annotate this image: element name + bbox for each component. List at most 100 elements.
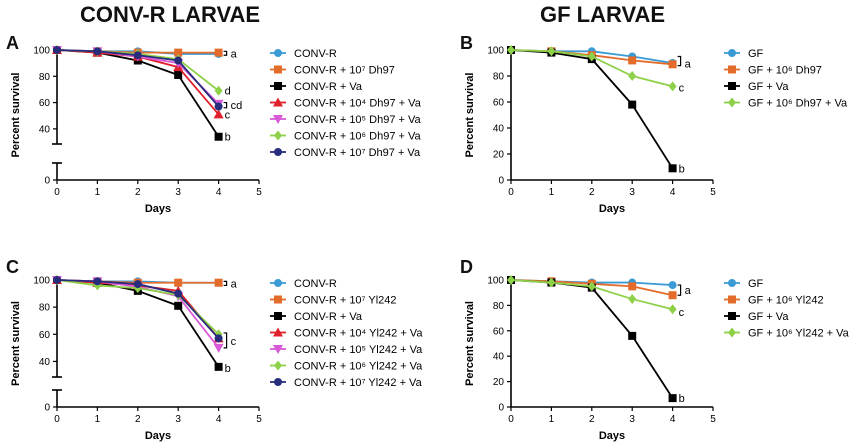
data-point — [547, 46, 556, 57]
x-tick-label: 1 — [95, 187, 101, 198]
x-tick-label: 0 — [508, 187, 514, 198]
data-point — [93, 277, 102, 286]
data-point — [174, 301, 183, 310]
data-point — [213, 109, 224, 119]
data-point — [133, 280, 142, 289]
legend-marker — [274, 360, 282, 371]
legend-label: GF — [748, 278, 764, 290]
significance-label: c — [231, 336, 237, 348]
y-tick-label: 60 — [39, 98, 51, 109]
legend-marker — [273, 345, 283, 354]
data-point — [587, 51, 596, 62]
significance-label: c — [225, 109, 231, 121]
data-point — [668, 164, 677, 173]
legend-marker — [728, 65, 736, 74]
y-tick-label: 100 — [33, 276, 50, 287]
legend-marker — [728, 49, 736, 57]
legend-label: CONV-R — [294, 48, 337, 60]
x-tick-label: 1 — [95, 414, 101, 425]
x-tick-label: 5 — [256, 414, 262, 425]
legend-marker — [728, 279, 736, 287]
significance-label: b — [225, 132, 231, 144]
legend-marker — [728, 82, 736, 90]
x-tick-label: 4 — [670, 414, 676, 425]
y-tick-label: 100 — [487, 46, 504, 57]
y-tick-label: 80 — [493, 301, 505, 312]
x-tick-label: 1 — [549, 414, 555, 425]
y-tick-label: 0 — [498, 176, 504, 187]
x-tick-label: 2 — [135, 414, 141, 425]
legend-marker — [274, 65, 282, 74]
data-point — [174, 278, 183, 287]
legend-label: CONV-R + 10⁷ Dh97 — [294, 65, 395, 77]
legend-label: GF + Va — [748, 81, 789, 93]
legend-label: GF + Va — [748, 311, 789, 323]
data-point — [587, 281, 596, 292]
data-point — [628, 282, 637, 291]
legend-marker — [728, 295, 736, 304]
significance-bracket — [677, 284, 682, 296]
chart-panel-d: 0 1 2 3 4 5 0 20 40 60 80 100 Days Percent survival ac… — [464, 275, 850, 442]
y-tick-label: 0 — [498, 403, 504, 414]
x-tick-label: 3 — [175, 187, 181, 198]
legend-marker — [274, 378, 282, 386]
legend-label: CONV-R + 10⁴ Yl242 + Va — [294, 328, 423, 340]
data-point — [93, 47, 102, 56]
legend-label: CONV-R + 10⁵ Yl242 + Va — [294, 344, 423, 356]
panel-label-c: C — [6, 257, 19, 277]
x-tick-label: 5 — [710, 414, 716, 425]
x-tick-label: 3 — [629, 187, 635, 198]
x-axis-label: Days — [599, 203, 625, 215]
legend-marker — [274, 312, 282, 320]
significance-label: d — [225, 86, 231, 98]
y-tick-label: 100 — [33, 46, 50, 57]
x-tick-label: 4 — [216, 414, 222, 425]
data-point — [53, 46, 61, 54]
y-tick-label: 80 — [39, 72, 51, 83]
data-point — [133, 51, 142, 60]
data-point — [668, 394, 677, 403]
data-point — [174, 48, 183, 57]
x-tick-label: 0 — [508, 414, 514, 425]
data-point — [628, 294, 637, 305]
series-line-2 — [510, 49, 674, 169]
y-tick-label: 20 — [493, 377, 505, 388]
x-tick-label: 5 — [256, 187, 262, 198]
x-tick-label: 1 — [549, 187, 555, 198]
series-line-2 — [510, 279, 674, 399]
y-axis-label: Percent survival — [10, 301, 22, 386]
y-axis-label: Percent survival — [464, 73, 476, 158]
chart-panel-b: 0 1 2 3 4 5 0 20 40 60 80 100 Days Percent survival ac… — [464, 45, 848, 215]
legend-marker — [728, 327, 736, 338]
significance-label: b — [679, 393, 685, 405]
legend-marker — [274, 130, 282, 141]
significance-label: a — [231, 48, 238, 60]
legend-marker — [273, 115, 283, 124]
y-tick-label: 40 — [493, 352, 505, 363]
x-tick-label: 2 — [589, 414, 595, 425]
legend-marker — [274, 148, 282, 156]
significance-label: c — [679, 307, 685, 319]
legend-label: CONV-R + 10⁵ Dh97 + Va — [294, 114, 422, 126]
data-point — [174, 289, 183, 298]
legend-label: CONV-R + 10⁴ Dh97 + Va — [294, 98, 422, 110]
x-tick-label: 0 — [54, 414, 60, 425]
legend-label: CONV-R + Va — [294, 81, 363, 93]
y-tick-label: 60 — [39, 330, 51, 341]
legend-label: CONV-R — [294, 278, 337, 290]
y-tick-label: 100 — [487, 276, 504, 287]
legend-label: CONV-R + 10⁶ Yl242 + Va — [294, 361, 423, 373]
data-point — [214, 334, 223, 343]
significance-label: a — [231, 278, 238, 290]
y-tick-label: 80 — [493, 72, 505, 83]
x-tick-label: 4 — [670, 187, 676, 198]
data-point — [214, 278, 223, 287]
panel-label-d: D — [460, 257, 473, 277]
header-conv-r-larvae: CONV-R LARVAE — [80, 2, 261, 27]
significance-label: b — [679, 163, 685, 175]
data-point — [174, 70, 183, 79]
x-tick-label: 5 — [710, 187, 716, 198]
data-point — [628, 71, 637, 81]
legend-label: CONV-R + 10⁶ Dh97 + Va — [294, 131, 421, 143]
